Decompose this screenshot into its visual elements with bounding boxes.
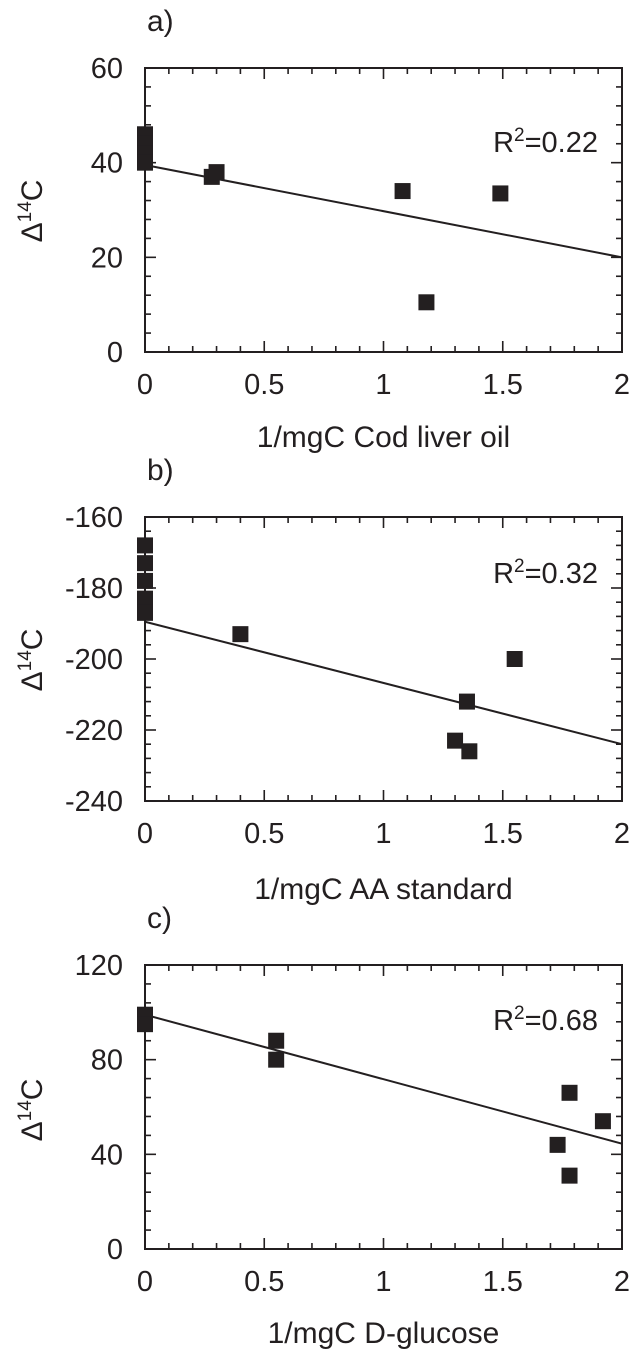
panel-label: c) (147, 902, 172, 935)
data-point (137, 604, 153, 621)
regression-line (144, 620, 623, 746)
data-point (232, 626, 249, 643)
data-point (418, 294, 435, 311)
y-axis-title-tail: C (16, 1079, 49, 1101)
r-squared-sup: 2 (514, 125, 525, 146)
r-squared-annotation: R2=0.32 (493, 556, 598, 590)
panel-label: a) (147, 5, 174, 38)
x-tick-label: 0 (137, 818, 153, 850)
panel-label: b) (147, 454, 174, 487)
r-squared-value: =0.32 (525, 558, 598, 590)
r-squared-prefix: R (493, 1005, 514, 1037)
y-tick-label: 60 (91, 53, 123, 85)
r-squared-prefix: R (493, 127, 514, 159)
y-axis-title-tail: C (16, 180, 49, 202)
data-point (461, 743, 478, 760)
data-point (268, 1032, 285, 1049)
y-axis-title: Δ14C (15, 180, 49, 243)
data-point (561, 1167, 578, 1184)
data-point (458, 693, 475, 710)
x-tick-label: 1 (375, 818, 391, 850)
x-axis-title: 1/mgC Cod liver oil (257, 421, 510, 454)
r-squared-annotation: R2=0.22 (493, 125, 598, 159)
data-point (137, 572, 153, 589)
y-axis-title-main: Δ (16, 671, 49, 691)
y-tick-label: 120 (75, 950, 123, 982)
x-tick-label: 2 (614, 369, 630, 401)
r-squared-value: =0.22 (525, 127, 598, 159)
r-squared-sup: 2 (514, 1003, 525, 1024)
data-point (137, 1016, 153, 1033)
y-tick-label: 80 (91, 1045, 123, 1077)
data-point (137, 154, 153, 171)
y-axis-title-sup: 14 (15, 650, 36, 672)
data-point (137, 537, 153, 554)
data-point (506, 651, 523, 667)
data-point (549, 1136, 566, 1153)
x-tick-label: 0.5 (244, 1266, 284, 1298)
y-tick-label: 40 (91, 148, 123, 180)
data-point (561, 1084, 578, 1101)
x-tick-label: 0 (137, 369, 153, 401)
data-point (137, 590, 153, 607)
r-squared-annotation: R2=0.68 (493, 1003, 598, 1037)
data-point (137, 555, 153, 572)
r-squared-prefix: R (493, 558, 514, 590)
y-tick-label: -200 (65, 644, 123, 676)
y-axis-title: Δ14C (15, 629, 49, 692)
y-tick-label: 40 (91, 1139, 123, 1171)
y-tick-label: 0 (107, 1234, 123, 1266)
x-tick-label: 1.5 (483, 1266, 523, 1298)
y-tick-label: -220 (65, 715, 123, 747)
data-point (268, 1051, 285, 1068)
x-tick-label: 0.5 (244, 369, 284, 401)
regression-line (144, 1013, 623, 1145)
x-tick-label: 2 (614, 1266, 630, 1298)
x-tick-label: 0.5 (244, 818, 284, 850)
plot-frame (144, 67, 623, 353)
y-tick-label: -160 (65, 502, 123, 534)
data-point (492, 185, 509, 202)
y-axis-title-main: Δ (16, 1121, 49, 1141)
regression-line (144, 164, 623, 259)
data-point (208, 164, 225, 181)
y-axis-title-main: Δ (16, 222, 49, 242)
y-tick-label: -180 (65, 573, 123, 605)
y-axis-title-sup: 14 (15, 1100, 36, 1122)
x-tick-label: 2 (614, 818, 630, 850)
y-axis-title-sup: 14 (15, 201, 36, 223)
x-tick-label: 0 (137, 1266, 153, 1298)
y-axis-title-tail: C (16, 629, 49, 651)
chart-panel-2: b) 0 0.5 1 1.5 2 -240 -220 -200 -180 -160 1/mgC AA … (15, 454, 630, 906)
data-point (394, 183, 411, 200)
data-point (447, 732, 464, 749)
x-axis-title: 1/mgC AA standard (254, 873, 513, 906)
y-tick-label: 20 (91, 242, 123, 274)
y-tick-label: 0 (107, 337, 123, 369)
data-point (594, 1113, 611, 1130)
x-tick-label: 1 (375, 1266, 391, 1298)
y-axis-title: Δ14C (15, 1079, 49, 1142)
x-tick-label: 1.5 (483, 369, 523, 401)
x-axis-title: 1/mgC D-glucose (268, 1317, 500, 1350)
x-tick-label: 1 (375, 369, 391, 401)
y-tick-label: -240 (65, 786, 123, 818)
x-tick-label: 1.5 (483, 818, 523, 850)
r-squared-value: =0.68 (525, 1005, 598, 1037)
r-squared-sup: 2 (514, 556, 525, 577)
